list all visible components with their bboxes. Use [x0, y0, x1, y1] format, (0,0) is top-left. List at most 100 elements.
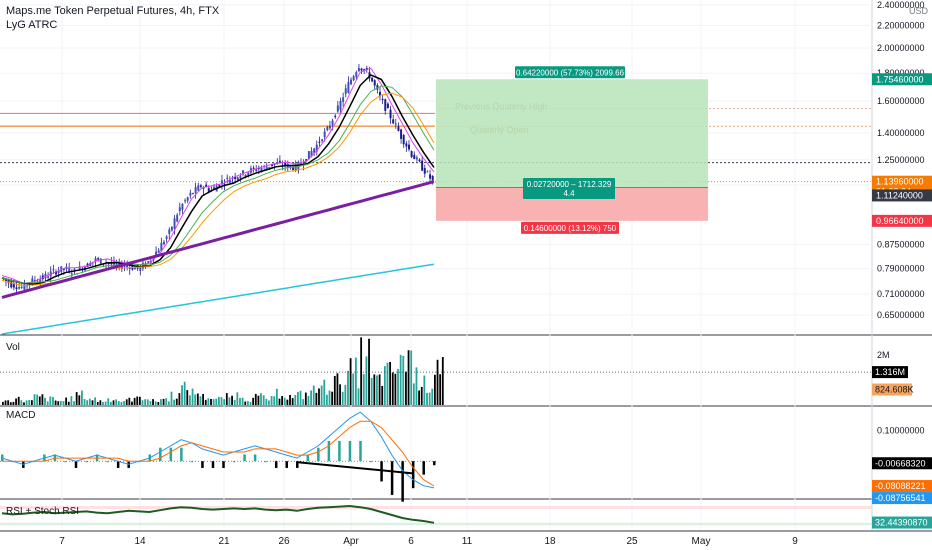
volume-bar — [376, 375, 378, 405]
volume-bar — [2, 401, 4, 405]
candle-body — [202, 187, 205, 190]
volume-bar — [149, 400, 152, 405]
volume-bar — [17, 396, 20, 405]
candle-body — [94, 258, 97, 262]
candle-body — [394, 123, 397, 125]
x-tick-label: 9 — [792, 536, 798, 547]
candle-body — [397, 126, 400, 131]
macd-histogram-bar — [296, 461, 299, 468]
volume-bar — [210, 398, 212, 405]
volume-bar — [291, 398, 294, 405]
candle-body — [299, 163, 302, 165]
volume-bar — [133, 397, 136, 405]
volume-bar — [123, 401, 125, 405]
volume-bar — [260, 393, 262, 405]
volume-bar — [189, 395, 191, 405]
volume-bar — [323, 379, 326, 405]
rsi-upper-band — [0, 506, 872, 509]
volume-bar — [25, 400, 28, 405]
volume-tag: 1.316M — [875, 367, 905, 377]
y-tick-label: 1.25000000 — [877, 155, 925, 165]
volume-bar — [402, 355, 405, 405]
y-tick-label: 1.60000000 — [877, 96, 925, 106]
macd-histogram-bar — [411, 461, 415, 489]
candle-body — [289, 165, 292, 168]
volume-tag: 824.608K — [875, 385, 914, 395]
price-tag-bg — [872, 214, 932, 227]
candle-body — [400, 129, 403, 139]
volume-bar — [9, 402, 12, 405]
volume-bar — [441, 357, 444, 405]
candle-body — [239, 176, 242, 179]
candle-body — [273, 163, 276, 165]
candle-body — [376, 85, 379, 90]
candle-body — [318, 141, 321, 143]
price-tag: 0.96640000 — [876, 216, 924, 226]
macd-histogram-bar — [232, 461, 236, 463]
price-tag-bg — [872, 73, 932, 86]
x-tick-label: 25 — [626, 536, 638, 547]
volume-bar — [33, 394, 36, 405]
candle-body — [18, 287, 21, 289]
candle-body — [352, 76, 355, 81]
volume-bar — [352, 373, 355, 405]
volume-bar — [7, 400, 10, 405]
volume-bar — [362, 374, 365, 405]
candle-body — [242, 170, 245, 175]
volume-bar — [67, 401, 70, 405]
y-tick-label: 1.80000000 — [877, 68, 925, 78]
volume-bar — [373, 374, 376, 405]
volume-bar — [286, 399, 289, 405]
volume-bar — [233, 399, 236, 405]
candle-body — [68, 268, 71, 273]
volume-bar — [218, 396, 220, 405]
volume-bar — [283, 397, 286, 405]
ema-orange-line — [1, 92, 435, 287]
candle-body — [218, 184, 221, 187]
volume-bar — [12, 401, 15, 405]
candle-body — [339, 100, 342, 110]
candle-body — [157, 250, 160, 253]
volume-bar — [270, 396, 273, 405]
candle-body — [10, 281, 13, 288]
macd-histogram-bar — [264, 461, 267, 463]
volume-bar — [397, 368, 399, 405]
macd-histogram-bar — [159, 447, 162, 462]
macd-histogram-bar — [116, 461, 120, 468]
volume-bar — [318, 388, 320, 405]
volume-bar — [154, 401, 157, 405]
volume-bar — [165, 398, 168, 405]
rsi-tag: 32.44390870 — [875, 518, 928, 528]
volume-bar — [405, 371, 407, 405]
candle-body — [97, 258, 100, 260]
volume-bar — [170, 391, 173, 405]
candle-body — [15, 287, 18, 290]
currency-label: USD — [909, 6, 929, 16]
price-tag: 1.13960000 — [876, 177, 924, 187]
candle-body — [410, 151, 413, 158]
volume-bar — [65, 397, 68, 405]
candle-body — [244, 174, 247, 177]
volume-bar — [410, 350, 413, 405]
macd-line — [1, 411, 435, 489]
volume-bar — [73, 401, 75, 405]
candle-body — [429, 174, 432, 179]
volume-bar — [194, 394, 197, 405]
volume-bar — [289, 394, 291, 405]
candle-body — [331, 120, 334, 125]
x-tick-label: 6 — [408, 536, 414, 547]
volume-bar — [115, 399, 118, 405]
volume-bar — [254, 393, 257, 405]
volume-bar — [146, 399, 149, 405]
volume-bar — [23, 402, 25, 405]
candle-body — [52, 269, 55, 271]
ema-black-line — [1, 74, 435, 285]
macd-tag: -0.08756541 — [875, 493, 926, 503]
candle-body — [405, 143, 408, 147]
candle-body — [178, 207, 181, 212]
macd-histogram-bar — [243, 454, 246, 462]
volume-bar — [160, 399, 162, 405]
candle-body — [344, 88, 347, 94]
volume-bar — [152, 399, 154, 405]
candle-body — [70, 273, 73, 275]
